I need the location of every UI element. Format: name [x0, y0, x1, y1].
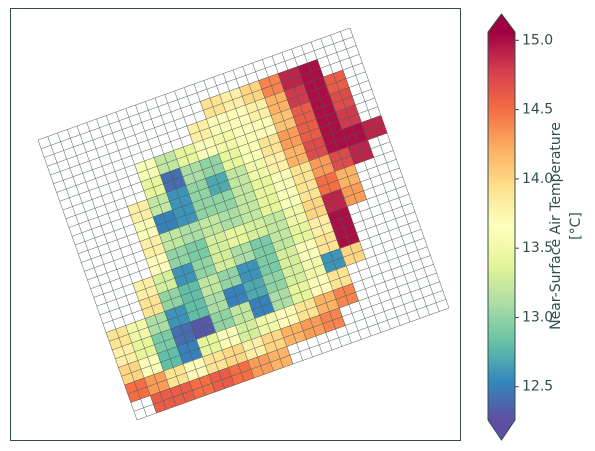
grid-line — [262, 59, 362, 340]
grid-line — [320, 38, 420, 319]
grid-line — [310, 41, 411, 323]
grid-line — [90, 176, 403, 289]
grid-line — [213, 76, 313, 358]
colorbar-outline — [487, 13, 516, 441]
colorbar-extend-bottom — [488, 420, 515, 440]
grid-line — [330, 34, 430, 316]
grid-lines — [37, 27, 450, 421]
grid-line — [93, 185, 406, 298]
colorbar-body — [488, 32, 515, 420]
grid-line — [301, 45, 401, 326]
grid-line — [102, 211, 416, 324]
cells — [105, 59, 388, 414]
grid-line — [124, 272, 437, 386]
grid-line — [130, 290, 443, 403]
map-frame — [10, 8, 461, 441]
grid-line — [96, 194, 409, 307]
grid-line — [281, 52, 381, 333]
grid-line — [136, 307, 450, 421]
colorbar-tick-label: 13.5 — [522, 240, 553, 256]
grid-line — [242, 66, 342, 347]
colorbar: 12.5 13.0 13.5 14.0 14.5 15.0 — [487, 13, 553, 441]
grid-line — [203, 80, 303, 361]
grid-line — [121, 264, 434, 377]
colorbar-tick-label: 15.0 — [522, 32, 553, 48]
grid-line — [133, 299, 446, 412]
colorbar-tick-label: 12.5 — [522, 379, 553, 395]
grid-line — [87, 167, 400, 281]
colorbar-label: Near-Surface Air Temperature — [548, 122, 564, 330]
colorbar-tick-label: 14.0 — [522, 171, 553, 187]
grid-line — [109, 229, 422, 342]
grid-line — [99, 202, 412, 316]
grid-line — [271, 55, 372, 337]
grid-line — [232, 69, 333, 351]
grid-line — [112, 237, 425, 351]
grid-line — [105, 220, 419, 333]
grid-line — [291, 48, 391, 330]
grid-line — [223, 73, 323, 354]
grid-line — [115, 246, 428, 359]
grid-line — [127, 281, 440, 394]
colorbar-tick-label: 14.5 — [522, 102, 553, 118]
colorbar-unit: [°C] — [568, 212, 584, 240]
grid-line — [349, 27, 450, 309]
grid-line — [118, 255, 431, 368]
grid-line — [340, 31, 440, 312]
colorbar-tick-label: 13.0 — [522, 309, 553, 325]
colorbar-extend-top — [488, 14, 515, 32]
grid-line — [252, 62, 352, 344]
